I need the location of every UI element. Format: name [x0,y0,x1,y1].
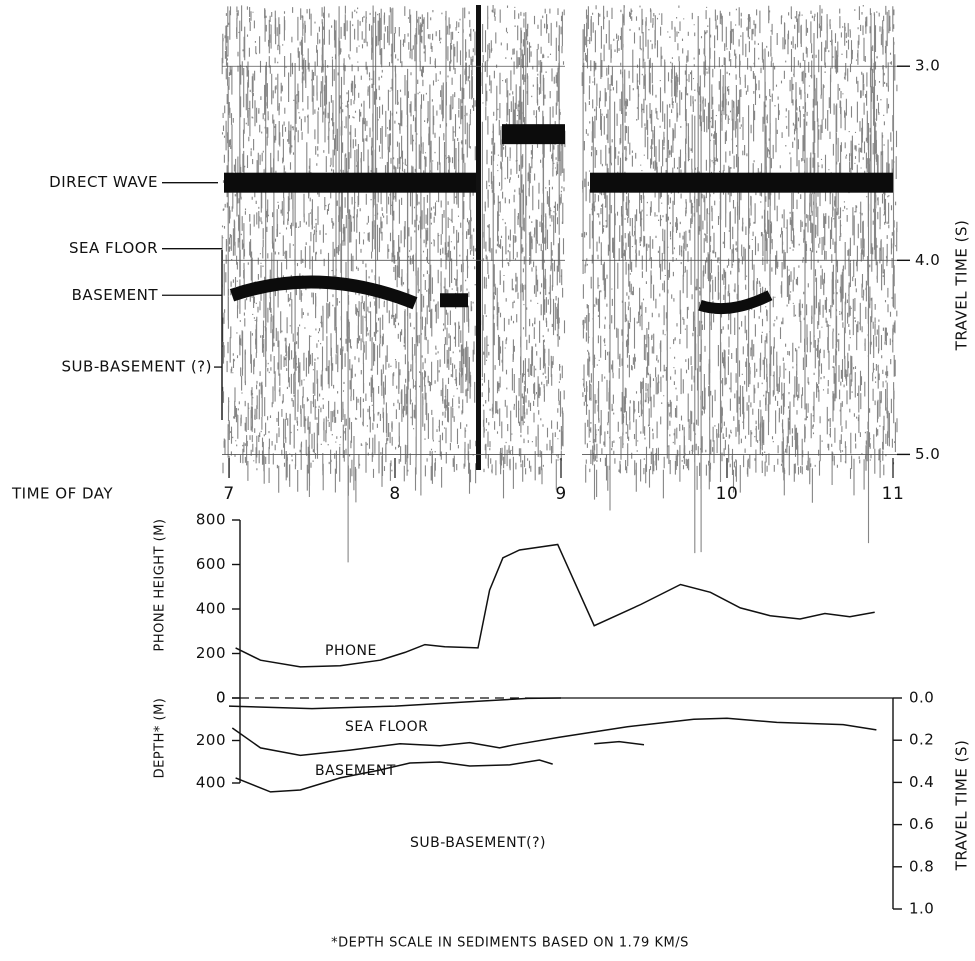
reflector-label: DIRECT WAVE [49,173,158,191]
x-tick-label: 11 [882,484,905,504]
y2-tick-label: 0.8 [909,857,934,875]
footnote: *DEPTH SCALE IN SEDIMENTS BASED ON 1.79 … [331,936,689,951]
series-line [231,717,877,757]
y-tick-label: 4.0 [915,251,940,269]
x-tick-label: 9 [555,484,566,504]
reflector-label: SUB-BASEMENT (?) [62,358,212,376]
y-tick-label: 3.0 [915,57,940,75]
y2-tick-label: 1.0 [909,900,934,918]
direct-wave [590,172,893,193]
noise [221,5,898,563]
y-axis-title: TRAVEL TIME (S) [953,220,971,352]
y-tick-label: 800 [196,511,226,529]
y-tick-label: 200 [196,731,226,749]
y2-tick-label: 0.4 [909,773,934,791]
series-label: SUB-BASEMENT(?) [410,835,546,851]
x-tick-label: 10 [716,484,739,504]
y2-tick-label: 0.2 [909,731,934,749]
seismic-record [221,5,898,563]
y-tick-label: 200 [196,644,226,662]
direct-wave [224,172,476,193]
reflector-label: BASEMENT [72,286,159,304]
series-line [228,697,562,710]
y-axis-title: PHONE HEIGHT (M) [153,518,168,651]
y-tick-label: 400 [196,600,226,618]
series-label: SEA FLOOR [345,719,428,735]
y-axis-title: DEPTH* (M) [153,698,168,779]
series-line [235,759,553,793]
series-label: PHONE [325,643,377,659]
y-tick-label: 5.0 [915,445,940,463]
series-label: BASEMENT [315,763,396,779]
y2-tick-label: 0.6 [909,815,934,833]
series-line [235,543,875,668]
basement-reflection [229,275,418,310]
trace-divider [476,5,481,470]
x-tick-label: 7 [223,484,234,504]
y-tick-label: 0 [216,689,226,707]
reflector-label: SEA FLOOR [69,239,158,257]
x-tick-label: 8 [389,484,400,504]
direct-wave-shifted [502,124,565,145]
y2-tick-label: 0.0 [909,689,934,707]
y-tick-label: 600 [196,555,226,573]
y-tick-label: 0 [216,689,226,707]
basement-reflection [698,290,773,315]
basement-reflection [440,293,468,308]
y2-axis-title: TRAVEL TIME (S) [953,740,971,872]
y-tick-label: 400 [196,774,226,792]
x-axis-title: TIME OF DAY [11,485,113,503]
